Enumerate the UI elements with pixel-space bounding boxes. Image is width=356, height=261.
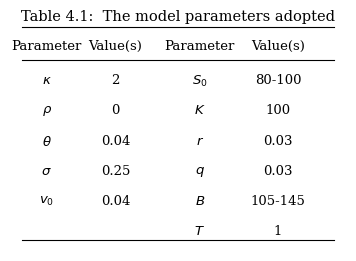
Text: 0.04: 0.04 [101, 195, 130, 208]
Text: 105-145: 105-145 [251, 195, 305, 208]
Text: $v_0$: $v_0$ [39, 195, 54, 208]
Text: 80-100: 80-100 [255, 74, 301, 87]
Text: 0.04: 0.04 [101, 135, 130, 147]
Text: $\rho$: $\rho$ [42, 104, 52, 118]
Text: 0.03: 0.03 [263, 135, 293, 147]
Text: 0: 0 [111, 104, 120, 117]
Text: 2: 2 [111, 74, 120, 87]
Text: 0.25: 0.25 [101, 165, 130, 178]
Text: $r$: $r$ [196, 135, 204, 147]
Text: $T$: $T$ [194, 225, 205, 238]
Text: $B$: $B$ [195, 195, 205, 208]
Text: 100: 100 [265, 104, 290, 117]
Text: $\theta$: $\theta$ [42, 135, 52, 149]
Text: $\kappa$: $\kappa$ [42, 74, 52, 87]
Text: $\sigma$: $\sigma$ [41, 165, 52, 178]
Text: Parameter: Parameter [165, 40, 235, 53]
Text: Parameter: Parameter [12, 40, 82, 53]
Text: Table 4.1:  The model parameters adopted: Table 4.1: The model parameters adopted [21, 10, 335, 25]
Text: Value(s): Value(s) [251, 40, 305, 53]
Text: 1: 1 [274, 225, 282, 238]
Text: 0.03: 0.03 [263, 165, 293, 178]
Text: $q$: $q$ [195, 165, 205, 179]
Text: $S_0$: $S_0$ [192, 74, 208, 90]
Text: Value(s): Value(s) [89, 40, 142, 53]
Text: $K$: $K$ [194, 104, 206, 117]
